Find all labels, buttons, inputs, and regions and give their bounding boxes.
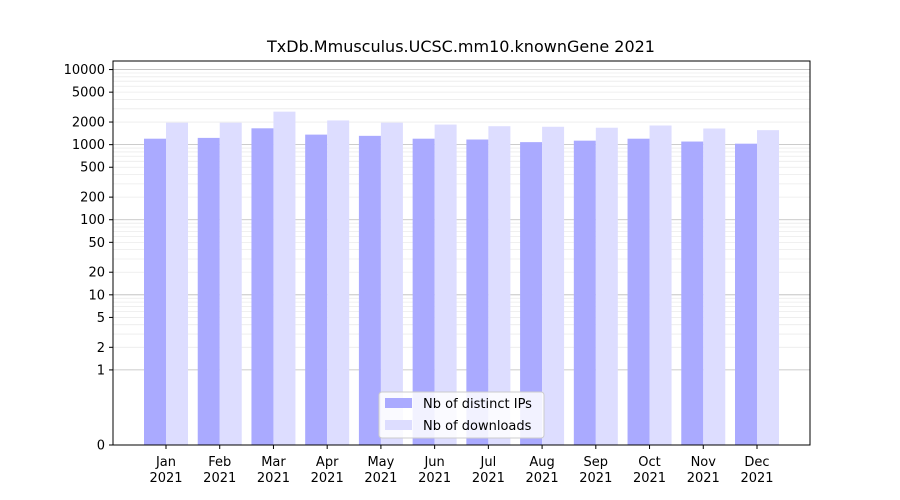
bar-ips-feb bbox=[197, 137, 220, 445]
x-tick-label-year: 2021 bbox=[418, 471, 451, 486]
y-tick-label: 20 bbox=[88, 266, 105, 281]
bar-downloads-apr bbox=[327, 120, 350, 445]
x-tick-label-month: Jan bbox=[155, 455, 176, 470]
bar-ips-nov bbox=[681, 141, 704, 446]
x-tick-label-month: Apr bbox=[316, 455, 339, 470]
x-tick-label-year: 2021 bbox=[633, 471, 666, 486]
bar-downloads-feb bbox=[219, 122, 242, 446]
y-axis-ticks: 0 1 2 5 10 20 50 100 200 500 1000 2000 5000 10000 bbox=[64, 63, 113, 454]
bar-ips-jan bbox=[144, 138, 166, 445]
chart-title: TxDb.Mmusculus.UCSC.mm10.knownGene 2021 bbox=[266, 37, 655, 56]
y-tick-label: 5 bbox=[97, 311, 105, 326]
plot-frame bbox=[112, 60, 811, 446]
x-tick-label-year: 2021 bbox=[740, 471, 773, 486]
x-tick-label-year: 2021 bbox=[687, 471, 720, 486]
x-tick-label-month: Jul bbox=[480, 455, 497, 470]
y-tick-label: 1 bbox=[97, 363, 105, 378]
legend-swatch-ips bbox=[385, 398, 412, 408]
x-tick-label-month: Nov bbox=[691, 455, 717, 470]
y-tick-label: 2000 bbox=[72, 116, 105, 131]
bar-ips-aug bbox=[520, 142, 543, 445]
bar-ips-jun bbox=[412, 138, 435, 445]
bar-ips-oct bbox=[627, 138, 650, 445]
x-tick-label-month: Oct bbox=[638, 455, 660, 470]
legend-swatch-downloads bbox=[385, 420, 412, 430]
bar-downloads-may bbox=[380, 122, 403, 446]
axes bbox=[112, 60, 811, 446]
y-tick-label: 1000 bbox=[72, 138, 105, 153]
bar-ips-mar bbox=[251, 128, 274, 445]
bar-downloads-sep bbox=[595, 127, 618, 445]
bar-downloads-jul bbox=[488, 126, 511, 445]
y-tick-label: 500 bbox=[80, 161, 105, 176]
x-tick-label-year: 2021 bbox=[526, 471, 559, 486]
x-tick-label-month: Dec bbox=[744, 455, 769, 470]
x-tick-label-month: Sep bbox=[584, 455, 609, 470]
bar-ips-dec bbox=[735, 143, 757, 445]
x-tick-label-year: 2021 bbox=[257, 471, 290, 486]
x-tick-label-year: 2021 bbox=[579, 471, 612, 486]
bar-downloads-jun bbox=[434, 124, 457, 446]
x-tick-label-year: 2021 bbox=[311, 471, 344, 486]
bar-ips-sep bbox=[573, 140, 596, 445]
x-tick-label-month: Mar bbox=[261, 455, 286, 470]
bar-downloads-oct bbox=[649, 125, 672, 445]
bar-ips-may bbox=[358, 135, 381, 445]
bar-downloads-dec bbox=[757, 130, 779, 446]
y-tick-label: 50 bbox=[88, 236, 105, 251]
bar-downloads-mar bbox=[273, 111, 296, 445]
bar-ips-jul bbox=[466, 139, 489, 445]
y-tick-label: 100 bbox=[80, 213, 105, 228]
y-tick-label: 200 bbox=[80, 191, 105, 206]
bar-downloads-aug bbox=[542, 126, 565, 446]
legend-label-ips: Nb of distinct IPs bbox=[423, 397, 532, 412]
bars bbox=[144, 111, 779, 446]
y-tick-label: 10000 bbox=[64, 63, 105, 78]
x-tick-label-month: Feb bbox=[208, 455, 231, 470]
bar-ips-apr bbox=[305, 134, 328, 445]
x-tick-label-year: 2021 bbox=[203, 471, 236, 486]
bar-downloads-jan bbox=[166, 122, 188, 446]
y-tick-label: 5000 bbox=[72, 86, 105, 101]
x-axis-ticks: Jan2021Feb2021Mar2021Apr2021May2021Jun20… bbox=[149, 445, 774, 486]
legend-label-downloads: Nb of downloads bbox=[423, 419, 532, 434]
x-tick-label-year: 2021 bbox=[149, 471, 182, 486]
x-tick-label-year: 2021 bbox=[364, 471, 397, 486]
x-tick-label-month: May bbox=[367, 455, 394, 470]
x-tick-label-month: Jun bbox=[423, 455, 444, 470]
x-tick-label-year: 2021 bbox=[472, 471, 505, 486]
y-tick-label: 10 bbox=[88, 288, 105, 303]
bar-downloads-nov bbox=[703, 128, 726, 445]
y-tick-label: 2 bbox=[97, 341, 105, 356]
legend-box bbox=[378, 391, 545, 439]
legend: Nb of distinct IPs Nb of downloads bbox=[378, 391, 545, 439]
x-tick-label-month: Aug bbox=[529, 455, 554, 470]
y-tick-label: 0 bbox=[97, 439, 105, 454]
